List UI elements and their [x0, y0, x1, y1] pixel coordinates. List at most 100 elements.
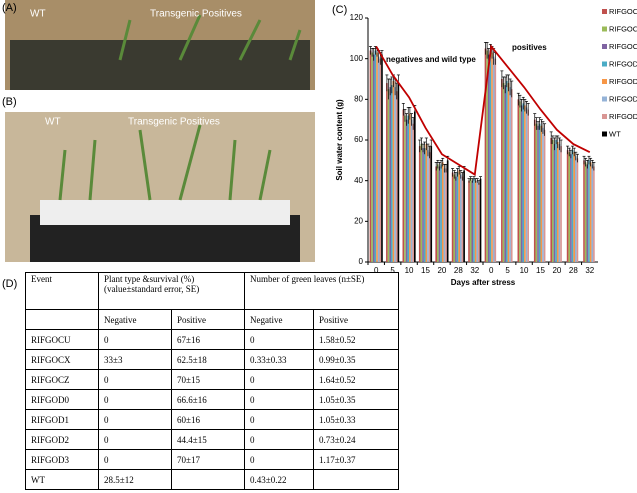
bar — [451, 172, 454, 262]
table-cell: 0 — [244, 409, 314, 430]
panel-label: (A) — [2, 2, 17, 14]
panel-label: (B) — [2, 96, 17, 108]
photo-text: Transgenic Positives — [128, 117, 220, 128]
bar — [412, 123, 414, 262]
bar — [437, 164, 439, 262]
bar — [556, 142, 559, 262]
table-row: RIFGOCU 0 67±16 0 1.58±0.52 — [25, 329, 399, 350]
legend-label: RIFGOD3 — [609, 112, 637, 121]
table-cell: 0 — [244, 449, 314, 470]
bar — [586, 164, 589, 262]
bar — [491, 52, 493, 262]
table-cell: 0 — [244, 389, 314, 410]
annotation: positives — [512, 43, 547, 52]
bar — [543, 129, 546, 262]
table-cell: RIFGOD3 — [25, 449, 99, 470]
x-tick-label: 0 — [489, 266, 494, 275]
x-tick-label: 20 — [552, 266, 561, 275]
photo-text: Transgenic Positives — [150, 9, 242, 20]
y-tick-label: 100 — [350, 54, 364, 63]
table-cell: RIFGOD1 — [25, 409, 99, 430]
bar — [537, 125, 539, 263]
table-cell: RIFGOD2 — [25, 429, 99, 450]
bar — [374, 50, 377, 263]
bar — [571, 150, 574, 262]
bar — [461, 176, 464, 262]
table-cell — [171, 469, 245, 490]
bar — [423, 148, 426, 262]
bar — [418, 146, 421, 262]
bar — [576, 158, 579, 262]
x-tick-label: 20 — [437, 266, 446, 275]
legend-swatch — [602, 26, 607, 32]
table-cell: 0 — [98, 369, 172, 390]
table-cell: Negative — [244, 309, 314, 330]
bar — [402, 109, 405, 262]
bar — [397, 83, 400, 262]
bar — [584, 162, 587, 262]
bar — [394, 87, 396, 262]
bar — [381, 54, 383, 262]
table: Event Plant type &survival (%) (value±sta… — [25, 272, 399, 490]
bar — [555, 140, 557, 262]
bar — [440, 164, 442, 262]
legend-label: RIFGOCZ — [609, 42, 637, 51]
photo-text: WT — [30, 9, 46, 20]
bar — [458, 170, 460, 262]
x-tick-label: 0 — [374, 266, 379, 275]
bar — [489, 50, 492, 263]
table-row: RIFGOD2 0 44.4±15 0 0.73±0.24 — [25, 429, 399, 450]
bar — [409, 113, 411, 262]
table-cell: 33±3 — [98, 349, 172, 370]
table-cell: 1.05±0.35 — [313, 389, 399, 410]
table-cell: 1.17±0.37 — [313, 449, 399, 470]
tray — [10, 40, 310, 90]
y-tick-label: 60 — [354, 135, 363, 144]
bar — [404, 115, 406, 262]
bar — [558, 144, 561, 262]
table-cell: 66.6±16 — [171, 389, 245, 410]
bar — [535, 123, 538, 262]
bar — [593, 166, 595, 262]
bar — [522, 103, 525, 263]
bar — [391, 85, 393, 262]
bar — [502, 83, 505, 262]
x-tick-label: 32 — [470, 266, 479, 275]
y-tick-label: 20 — [354, 216, 363, 225]
bar — [372, 54, 375, 262]
y-tick-label: 120 — [350, 13, 364, 22]
table-cell: 0.43±0.22 — [244, 469, 314, 490]
bar — [524, 105, 526, 262]
bar — [414, 111, 416, 263]
y-axis-label: Soil water content (g) — [335, 99, 344, 181]
table-cell — [25, 309, 99, 330]
bar — [441, 162, 444, 262]
legend-swatch — [602, 44, 607, 49]
bar — [456, 172, 459, 262]
table-cell: 0.99±0.35 — [313, 349, 399, 370]
bar — [376, 52, 378, 262]
table-cell: RIFGOD0 — [25, 389, 99, 410]
table-row: RIFGOCX 33±3 62.5±18 0.33±0.33 0.99±0.35 — [25, 349, 399, 370]
bar — [591, 164, 594, 262]
x-tick-label: 5 — [505, 266, 510, 275]
bar — [468, 180, 470, 262]
table-cell: Plant type &survival (%) (value±standard… — [98, 272, 245, 310]
legend-label: RIFGOD2 — [609, 94, 637, 103]
table-cell: Event — [25, 272, 99, 310]
bar — [510, 89, 513, 263]
bar — [427, 150, 429, 262]
table-cell: RIFGOCU — [25, 329, 99, 350]
legend-label: RIFGOD1 — [609, 77, 637, 86]
table-cell: 70±15 — [171, 369, 245, 390]
x-tick-label: 5 — [390, 266, 395, 275]
legend-swatch — [602, 79, 607, 84]
bar — [550, 137, 552, 262]
bar — [527, 109, 529, 262]
bar — [501, 79, 503, 262]
table-row: RIFGOD0 0 66.6±16 0 1.05±0.35 — [25, 389, 399, 410]
bar — [533, 119, 536, 263]
bar — [492, 56, 495, 263]
bar — [479, 178, 482, 262]
